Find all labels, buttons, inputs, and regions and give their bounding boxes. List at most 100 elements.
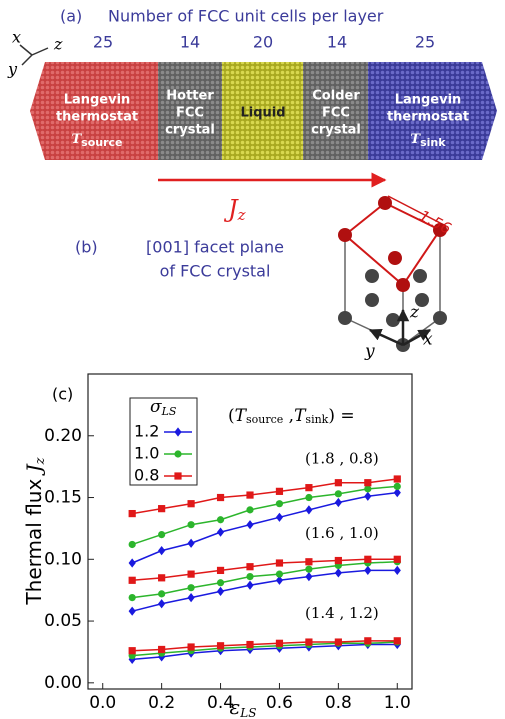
axis-z: z	[53, 35, 63, 54]
block-text: thermostat	[387, 110, 469, 125]
x-tick-label: 0.0	[89, 693, 116, 713]
label-text: Thermal flux	[22, 472, 46, 605]
symbol: T	[235, 406, 248, 426]
marker	[128, 654, 136, 664]
block-text: Colder	[312, 89, 360, 104]
group-label: (1.4 , 1.2)	[305, 604, 379, 622]
marker	[187, 643, 195, 651]
symbol: J	[223, 195, 239, 223]
x-tick-label: 0.6	[266, 693, 293, 713]
marker	[158, 546, 166, 556]
block-text: Langevin	[64, 93, 131, 108]
marker	[187, 500, 195, 508]
block-text: Hotter	[166, 89, 214, 104]
marker	[275, 559, 284, 567]
marker	[275, 570, 284, 578]
series-line	[132, 478, 398, 515]
series-line	[131, 485, 398, 546]
cell-count: 14	[180, 33, 200, 52]
marker	[364, 485, 372, 493]
symbol: T	[410, 132, 421, 147]
marker	[158, 590, 166, 598]
symbol: T	[294, 406, 307, 426]
marker	[128, 509, 136, 518]
symbol: ε	[230, 695, 241, 719]
block-cold	[303, 62, 368, 160]
marker	[246, 491, 254, 499]
subscript: source	[81, 136, 122, 149]
marker	[216, 579, 225, 587]
marker	[334, 568, 342, 578]
flux-label: Jz	[223, 195, 246, 225]
x-tick-label: 0.4	[207, 693, 234, 713]
marker	[393, 475, 401, 483]
marker	[187, 538, 195, 548]
marker	[187, 592, 195, 603]
axis-x: x	[423, 330, 433, 350]
marker	[364, 565, 372, 576]
marker	[393, 637, 401, 645]
marker	[275, 639, 284, 647]
marker	[305, 565, 313, 573]
marker	[305, 484, 313, 492]
axis-arrow	[368, 328, 404, 347]
marker	[246, 520, 254, 530]
marker	[216, 642, 225, 650]
axis-z: z	[409, 303, 420, 323]
marker	[334, 497, 342, 508]
marker	[128, 558, 136, 568]
comma: ,	[283, 406, 294, 426]
subscript: sink	[305, 413, 328, 426]
axis-y: y	[364, 342, 375, 362]
block-text: Langevin	[395, 93, 462, 108]
marker	[246, 580, 254, 590]
marker	[393, 555, 401, 563]
marker	[305, 505, 313, 515]
marker	[364, 637, 372, 645]
axis-x: x	[12, 28, 21, 47]
block-text: FCC	[176, 106, 204, 121]
marker	[305, 638, 313, 646]
block-text: FCC	[322, 106, 350, 121]
symbol: T	[71, 132, 82, 147]
legend-box	[129, 397, 198, 486]
marker	[246, 506, 254, 514]
cell-count: 20	[253, 33, 273, 52]
marker	[393, 482, 401, 491]
x-tick-label: 0.8	[325, 693, 352, 713]
paren: (	[228, 406, 235, 426]
panel-label: (b)	[75, 238, 98, 257]
axes-glyph	[19, 44, 49, 66]
subscript: LS	[161, 405, 177, 418]
marker	[128, 576, 136, 584]
marker	[246, 572, 254, 581]
marker	[334, 556, 342, 565]
marker	[158, 530, 166, 539]
atoms	[338, 196, 447, 352]
x-tick-label: 1.0	[384, 693, 411, 713]
subscript: z	[33, 457, 48, 465]
marker	[187, 570, 195, 578]
marker	[174, 450, 182, 458]
marker	[334, 638, 342, 646]
block-text: Liquid	[240, 106, 285, 121]
x-axis-label: εLS	[230, 695, 257, 719]
marker	[216, 493, 225, 502]
panel-title: Number of FCC unit cells per layer	[108, 7, 384, 26]
panel-text: [001] facet plane	[146, 238, 284, 257]
marker	[275, 512, 284, 522]
marker	[158, 505, 166, 513]
series-line	[132, 561, 398, 599]
block-text: thermostat	[56, 110, 138, 125]
group-label: (1.8 , 0.8)	[305, 450, 379, 468]
block-hot	[158, 62, 222, 160]
y-tick-label: 0.15	[44, 488, 82, 508]
marker	[216, 516, 225, 524]
condition-title: (Tsource ,Tsink) =	[228, 406, 355, 427]
marker	[216, 586, 225, 597]
series-line	[132, 641, 398, 657]
marker	[187, 521, 195, 529]
marker	[275, 487, 284, 495]
plot-frame	[87, 373, 413, 690]
marker	[174, 472, 182, 480]
